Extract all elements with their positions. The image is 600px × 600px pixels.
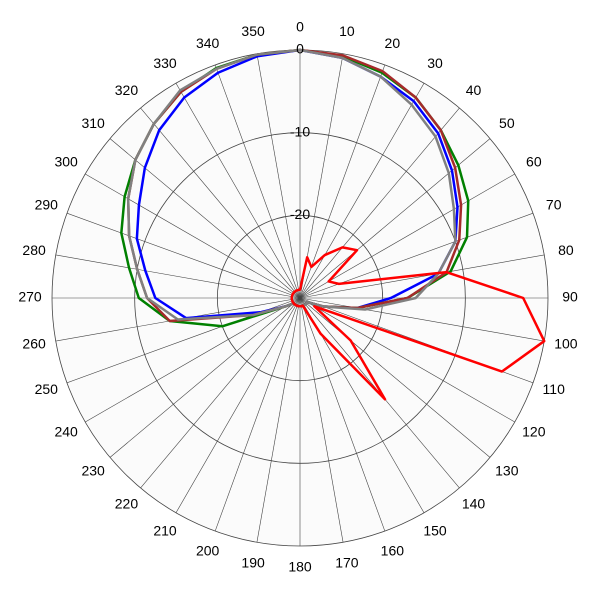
spoke — [299, 173, 515, 299]
angle-tick-label: 110 — [543, 381, 566, 397]
angle-tick-label: 300 — [54, 154, 78, 170]
angle-tick-label: 80 — [558, 242, 574, 258]
angle-tick-label: 330 — [153, 55, 177, 71]
angle-tick-label: 50 — [499, 115, 515, 131]
ring — [134, 132, 466, 464]
angle-tick-label: 260 — [22, 336, 46, 352]
angle-tick-label: 70 — [546, 196, 562, 212]
angle-tick-label: 290 — [35, 196, 59, 212]
angle-tick-label: 140 — [462, 496, 486, 512]
series-line — [290, 246, 546, 401]
grid — [51, 49, 549, 547]
spoke — [299, 254, 545, 299]
angle-tick-label: 280 — [22, 242, 46, 258]
angle-tick-label: 310 — [81, 115, 105, 131]
spoke — [299, 297, 386, 532]
spoke — [85, 173, 301, 299]
spoke — [109, 138, 301, 299]
spoke — [55, 254, 301, 299]
radial-tick-label: -10 — [290, 123, 310, 139]
spoke — [299, 297, 344, 543]
labels: 0 10 20 30 40 50 60 70 80 90 100 110 120 130 140 150 160… — [18, 19, 578, 575]
angle-tick-label: 200 — [196, 542, 220, 558]
spoke — [214, 64, 301, 299]
angle-tick-label: 40 — [466, 82, 482, 98]
angle-tick-label: 340 — [196, 35, 220, 51]
spoke — [85, 297, 301, 423]
angle-tick-label: 170 — [335, 555, 359, 571]
angle-tick-label: 150 — [423, 523, 447, 539]
angle-tick-label: 100 — [554, 336, 578, 352]
spoke — [256, 297, 301, 543]
angle-tick-label: 190 — [241, 555, 265, 571]
angle-tick-label: 220 — [115, 496, 139, 512]
spoke — [299, 64, 386, 299]
spoke — [214, 297, 301, 532]
angle-tick-label: 320 — [115, 82, 139, 98]
angle-tick-label: 30 — [427, 55, 443, 71]
spoke — [299, 107, 460, 299]
spoke — [175, 297, 301, 513]
angle-tick-label: 90 — [562, 289, 578, 305]
spoke — [66, 212, 301, 299]
angle-tick-label: 20 — [385, 35, 401, 51]
angle-tick-label: 180 — [288, 559, 312, 575]
spoke — [299, 83, 425, 299]
angle-tick-label: 210 — [153, 523, 177, 539]
spoke — [140, 297, 301, 489]
radial-tick-label: 0 — [296, 41, 304, 57]
angle-tick-label: 10 — [339, 23, 355, 39]
spoke — [299, 297, 545, 342]
spoke — [109, 297, 301, 458]
angle-tick-label: 0 — [296, 19, 304, 35]
angle-tick-label: 230 — [81, 462, 105, 478]
spoke — [256, 53, 301, 299]
spoke — [175, 83, 301, 299]
spoke — [299, 297, 515, 423]
angle-tick-label: 350 — [241, 23, 265, 39]
angle-tick-label: 60 — [526, 154, 542, 170]
radial-tick-label: -20 — [290, 206, 310, 222]
spoke — [140, 107, 301, 299]
angle-tick-label: 250 — [35, 381, 59, 397]
angle-tick-label: 120 — [522, 424, 546, 440]
series-lines — [120, 48, 546, 401]
angle-tick-label: 240 — [54, 424, 78, 440]
angle-tick-label: 270 — [18, 289, 42, 305]
angle-tick-label: 130 — [495, 462, 519, 478]
spoke — [299, 297, 491, 458]
angle-tick-label: 160 — [381, 542, 405, 558]
ring — [216, 214, 384, 382]
